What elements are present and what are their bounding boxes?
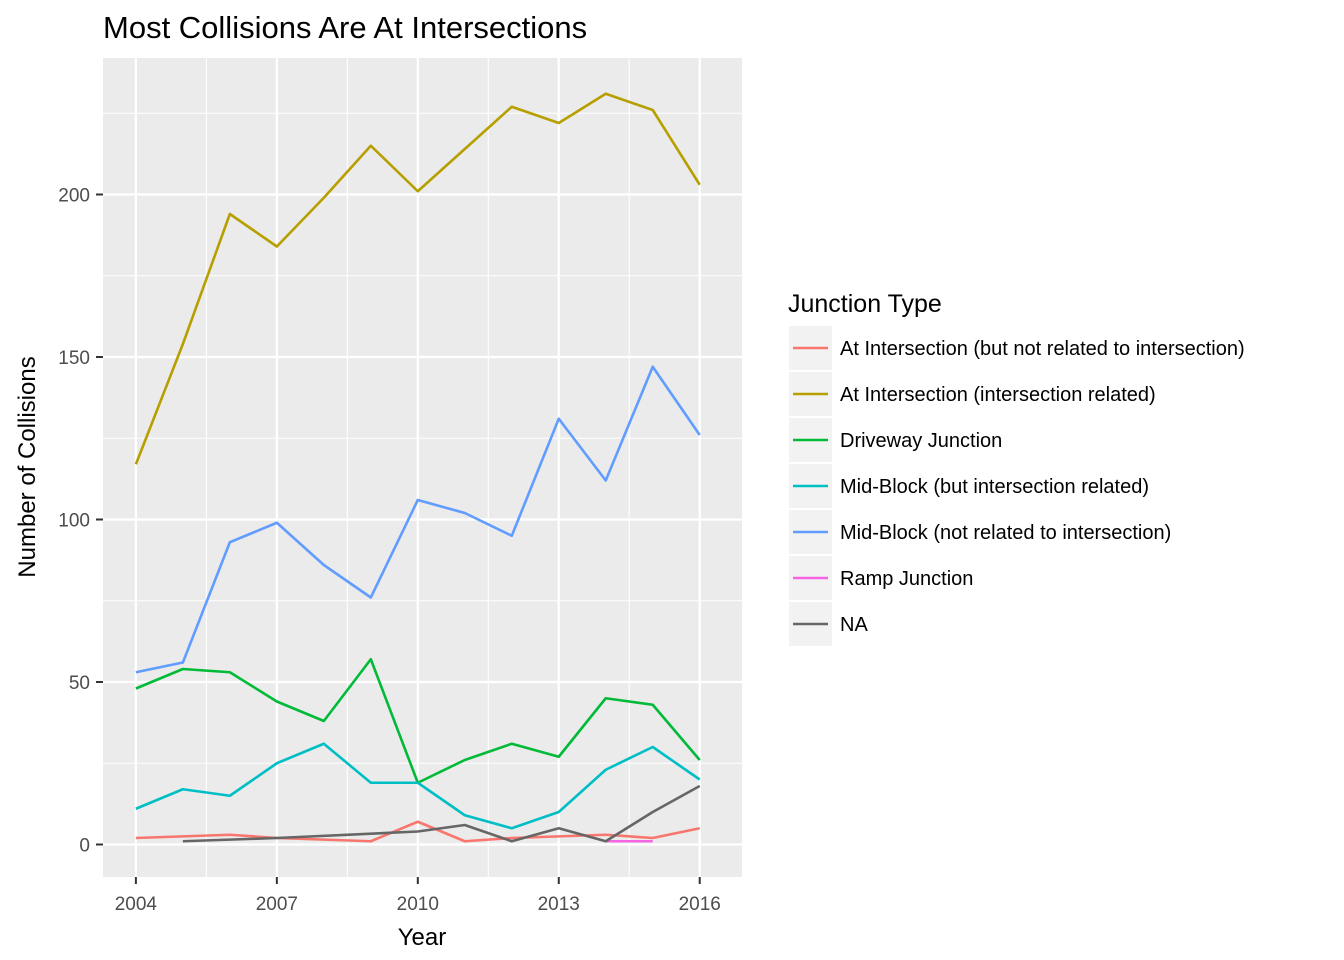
series-line-mid-block-but-intersection-related xyxy=(135,742,701,830)
legend-item-at-intersection-intersection-related: At Intersection (intersection related) xyxy=(789,372,1156,416)
legend-item-mid-block-not-related-to-intersection: Mid-Block (not related to intersection) xyxy=(789,510,1171,554)
legend-item-driveway-junction: Driveway Junction xyxy=(789,418,1002,462)
x-tick-label: 2010 xyxy=(397,894,439,915)
y-tick-label: 0 xyxy=(79,836,90,857)
series-line-at-intersection-but-not-related-to-intersection xyxy=(135,820,700,843)
plot-panel xyxy=(103,58,742,877)
legend-label: Ramp Junction xyxy=(840,568,973,590)
legend-item-mid-block-but-intersection-related: Mid-Block (but intersection related) xyxy=(789,464,1149,508)
legend-label: At Intersection (but not related to inte… xyxy=(840,338,1245,360)
legend-item-ramp-junction: Ramp Junction xyxy=(789,556,973,600)
y-tick-label: 100 xyxy=(58,511,90,532)
y-tick-label: 200 xyxy=(58,186,90,207)
chart-title: Most Collisions Are At Intersections xyxy=(103,10,587,45)
y-tick-label: 50 xyxy=(69,673,90,694)
legend-label: NA xyxy=(840,614,868,636)
x-axis: 2004 2007 2010 2013 2016 xyxy=(115,877,721,915)
y-tick-label: 150 xyxy=(58,348,90,369)
x-tick-label: 2013 xyxy=(538,894,580,915)
y-axis: 0 50 100 150 200 xyxy=(58,186,103,857)
legend-items: At Intersection (but not related to inte… xyxy=(789,326,1245,646)
series-line-mid-block-not-related-to-intersection xyxy=(135,365,701,674)
x-tick-label: 2016 xyxy=(679,894,721,915)
legend: Junction Type At Intersection (but not r… xyxy=(788,290,1245,646)
x-tick-label: 2004 xyxy=(115,894,158,915)
legend-label: Mid-Block (not related to intersection) xyxy=(840,522,1171,544)
legend-label: Driveway Junction xyxy=(840,430,1002,452)
legend-item-at-intersection-but-not-related-to-intersection: At Intersection (but not related to inte… xyxy=(789,326,1245,370)
major-gridlines xyxy=(103,58,742,877)
series-line-at-intersection-intersection-related xyxy=(134,92,701,465)
x-tick-label: 2007 xyxy=(256,894,298,915)
series-lines xyxy=(134,92,701,843)
y-axis-title: Number of Collisions xyxy=(14,356,41,577)
legend-title: Junction Type xyxy=(788,290,942,318)
legend-label: Mid-Block (but intersection related) xyxy=(840,476,1149,498)
legend-item-na: NA xyxy=(789,602,868,646)
series-line-na xyxy=(182,784,701,843)
x-axis-title: Year xyxy=(398,924,447,951)
legend-label: At Intersection (intersection related) xyxy=(840,384,1156,406)
